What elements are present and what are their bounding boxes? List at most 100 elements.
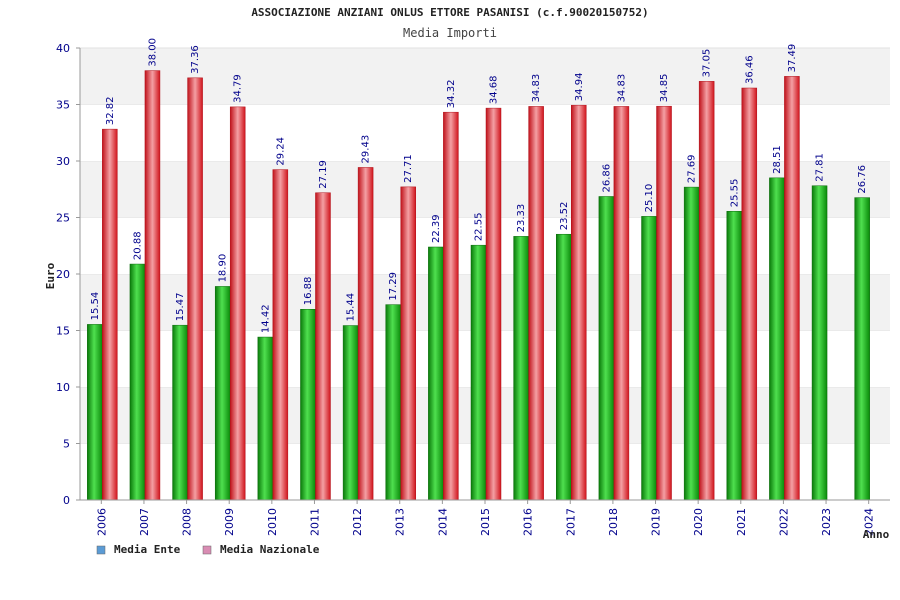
bar-media-nazionale: [613, 106, 630, 501]
bar-media-nazionale: [741, 87, 758, 501]
bar-media-ente: [470, 244, 487, 501]
value-label: 34.83: [616, 74, 627, 103]
bar-media-ente: [641, 216, 657, 501]
value-label: 29.43: [361, 135, 372, 164]
value-label: 27.81: [815, 153, 826, 182]
x-tick-label: 2023: [820, 508, 833, 536]
x-tick-label: 2022: [777, 508, 790, 536]
bar-media-ente: [342, 325, 359, 501]
x-tick-label: 2024: [863, 508, 876, 536]
value-label: 20.88: [132, 231, 143, 260]
value-label: 25.55: [729, 179, 740, 208]
x-tick-label: 2011: [308, 508, 321, 536]
value-label: 29.24: [275, 137, 286, 166]
bar-media-ente: [513, 236, 529, 501]
value-label: 27.69: [687, 154, 698, 183]
bar-media-nazionale: [272, 169, 289, 501]
bar-media-ente: [385, 304, 401, 501]
y-axis-ticks: 0 5 10 15 20 25 30 35 40: [56, 42, 80, 507]
value-label: 34.32: [446, 80, 457, 109]
bar-media-nazionale: [485, 107, 502, 501]
value-label: 37.36: [190, 45, 201, 74]
x-tick-label: 2010: [266, 508, 279, 536]
bar-media-nazionale: [443, 111, 459, 501]
x-tick-label: 2016: [522, 508, 535, 536]
bar-media-ente: [726, 211, 743, 501]
value-label: 27.19: [318, 160, 329, 189]
value-label: 34.94: [574, 73, 585, 102]
value-label: 34.83: [531, 74, 542, 103]
bar-media-ente: [129, 263, 146, 501]
value-label: 37.05: [702, 49, 713, 78]
bar-media-ente: [214, 286, 231, 501]
bar-media-nazionale: [102, 128, 118, 501]
value-label: 15.44: [346, 293, 357, 322]
y-tick-label: 5: [63, 438, 70, 451]
bar-media-ente: [811, 185, 828, 501]
y-tick-label: 0: [63, 494, 70, 507]
value-label: 37.49: [787, 44, 798, 73]
x-tick-label: 2008: [181, 508, 194, 536]
value-label: 34.85: [659, 74, 670, 103]
bar-media-nazionale: [144, 70, 161, 501]
x-axis-title: Anno: [863, 528, 890, 541]
value-label: 27.71: [403, 154, 414, 183]
bar-media-nazionale: [400, 186, 416, 501]
value-label: 26.86: [601, 164, 612, 193]
value-label: 22.39: [431, 214, 442, 243]
x-axis-ticks: 2006 2007 2008 2009 2010 2011 2012 2013 2014 2015…: [95, 500, 876, 536]
y-tick-label: 15: [56, 325, 70, 338]
x-tick-label: 2019: [650, 508, 663, 536]
bar-media-ente: [683, 186, 700, 501]
bar-media-ente: [428, 246, 444, 501]
bar-media-ente: [87, 324, 103, 501]
bar-media-nazionale: [571, 104, 587, 501]
y-tick-label: 30: [56, 155, 70, 168]
bar-media-ente: [556, 233, 572, 501]
x-tick-label: 2017: [564, 508, 577, 536]
y-tick-label: 25: [56, 212, 70, 225]
bar-media-nazionale: [656, 105, 672, 501]
bar-media-nazionale: [528, 106, 544, 501]
value-label: 15.54: [90, 292, 101, 321]
value-label: 17.29: [388, 272, 399, 301]
bar-media-ente: [257, 336, 274, 501]
value-labels: 15.54 32.82 20.88 38.00 15.47 37.36 18.90 34.79…: [90, 38, 868, 333]
value-label: 26.76: [857, 165, 868, 194]
value-label: 23.33: [516, 204, 527, 233]
value-label: 14.42: [260, 304, 271, 333]
bars: [87, 70, 870, 501]
value-label: 32.82: [105, 96, 116, 125]
chart-title: ASSOCIAZIONE ANZIANI ONLUS ETTORE PASANI…: [251, 6, 648, 19]
value-label: 36.46: [744, 55, 755, 84]
value-label: 28.51: [772, 145, 783, 174]
legend-swatch-nazionale: [202, 545, 212, 555]
bar-media-nazionale: [229, 106, 246, 501]
value-label: 22.55: [474, 213, 485, 242]
x-tick-label: 2009: [223, 508, 236, 536]
value-label: 34.68: [489, 75, 500, 104]
bar-media-ente: [598, 196, 615, 501]
bar-media-nazionale: [187, 77, 203, 501]
value-label: 23.52: [559, 202, 570, 231]
bar-media-ente: [300, 309, 316, 501]
x-tick-label: 2021: [735, 508, 748, 536]
y-tick-label: 35: [56, 99, 70, 112]
x-tick-label: 2013: [394, 508, 407, 536]
bar-media-nazionale: [315, 192, 331, 501]
x-tick-label: 2020: [692, 508, 705, 536]
x-tick-label: 2006: [95, 508, 108, 536]
bar-media-nazionale: [698, 81, 715, 501]
x-tick-label: 2015: [479, 508, 492, 536]
bar-media-ente: [854, 197, 870, 501]
y-tick-label: 40: [56, 42, 70, 55]
value-label: 34.79: [233, 74, 244, 103]
value-label: 18.90: [218, 254, 229, 283]
bar-media-nazionale: [784, 76, 800, 501]
y-tick-label: 20: [56, 268, 70, 281]
x-tick-label: 2007: [138, 508, 151, 536]
x-tick-label: 2012: [351, 508, 364, 536]
bar-media-ente: [172, 324, 188, 501]
value-label: 15.47: [175, 293, 186, 322]
